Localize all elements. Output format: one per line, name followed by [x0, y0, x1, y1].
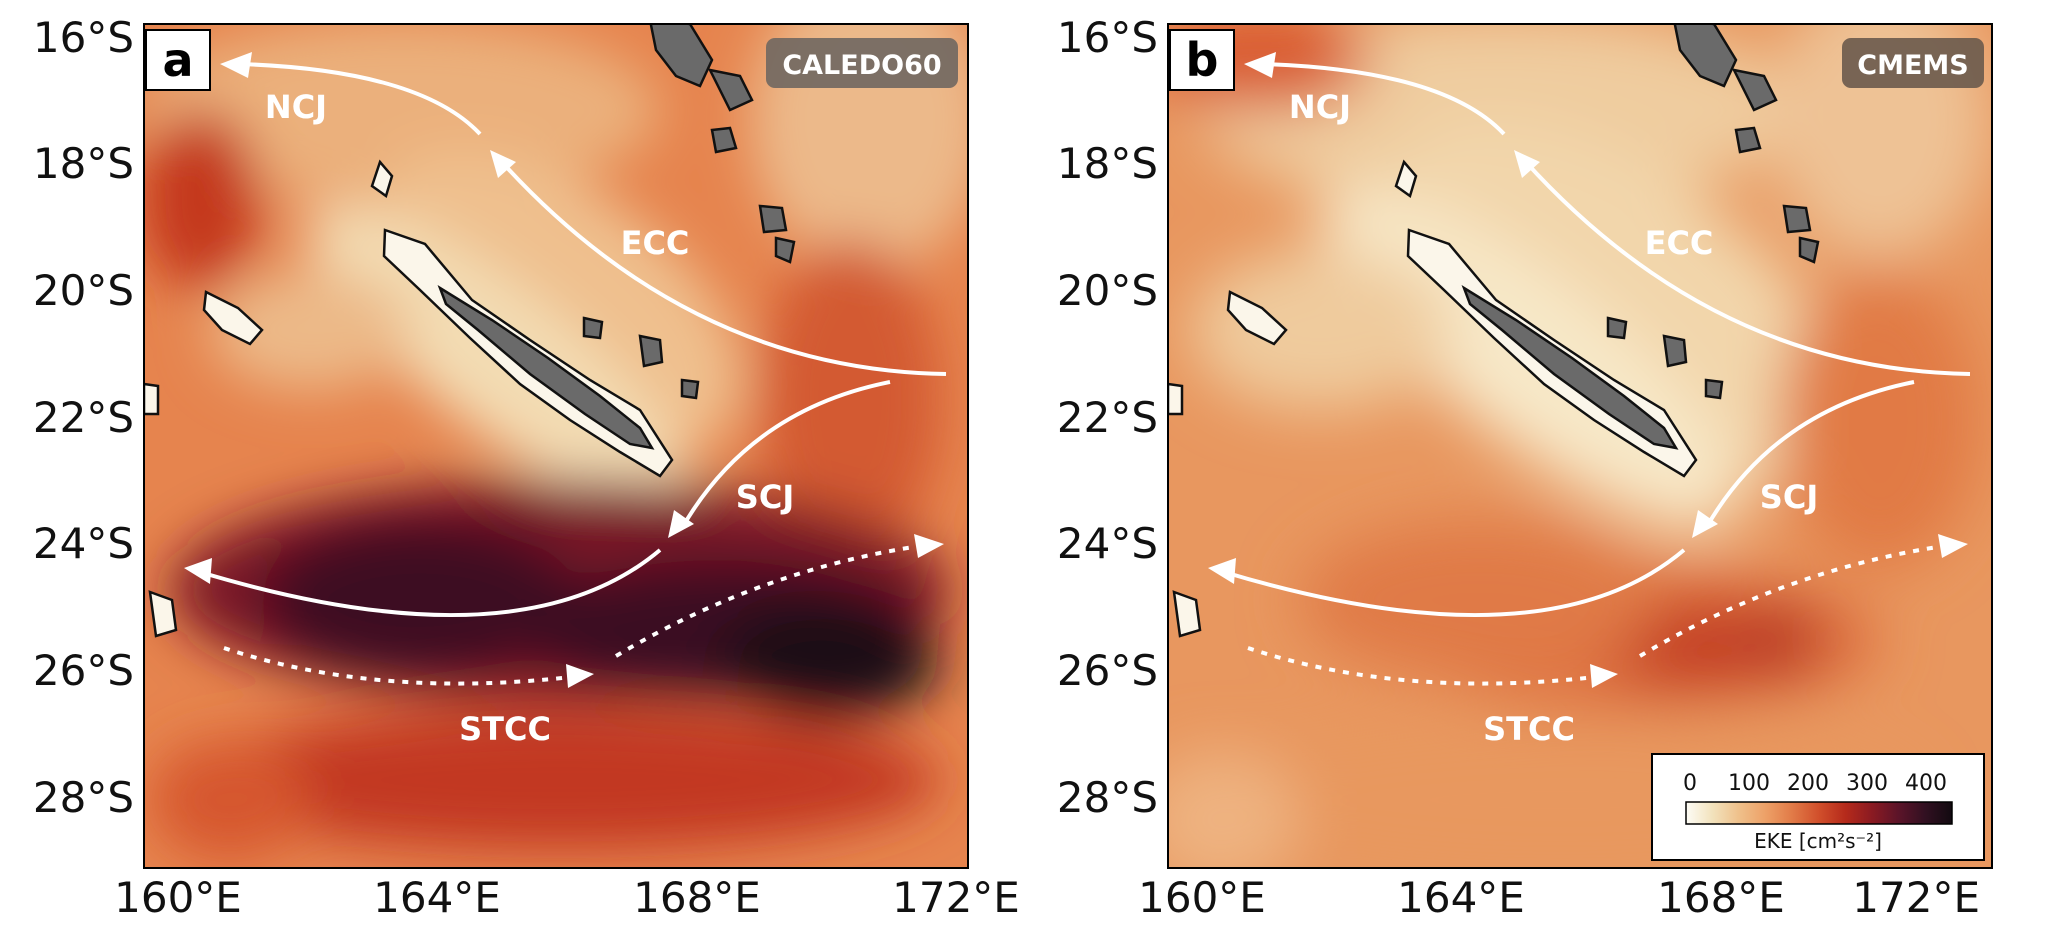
- x-tick-label: 172°E: [1852, 873, 1980, 922]
- colorbar-tick-400: 400: [1905, 771, 1947, 796]
- arrow-stcc-return-b: [1223, 548, 1686, 618]
- arrowheads-b: [1208, 52, 1968, 688]
- x-tick-label: 168°E: [1657, 873, 1785, 922]
- y-axis-b: 16°S 18°S 20°S 22°S 24°S 26°S 28°S: [1057, 13, 1158, 822]
- arrow-scj-b: [1704, 380, 1915, 529]
- arrow-stcc-east-a: [614, 544, 921, 658]
- arrow-scj-a: [680, 380, 891, 529]
- y-tick-label: 26°S: [1057, 646, 1158, 695]
- x-axis-a: 160°E 164°E 168°E 172°E: [114, 873, 1020, 922]
- y-tick-label: 20°S: [33, 266, 134, 315]
- arrow-stcc-return-a: [199, 548, 662, 618]
- panel-a: NCJ ECC SCJ STCC a CALEDO60: [143, 23, 969, 869]
- frame-a: [143, 23, 969, 869]
- y-tick-label: 28°S: [33, 773, 134, 822]
- y-tick-label: 18°S: [33, 139, 134, 188]
- arrow-stcc-west-a: [223, 646, 581, 686]
- frame-b: [1167, 23, 1993, 869]
- y-tick-label: 24°S: [33, 519, 134, 568]
- colorbar-tick-300: 300: [1846, 771, 1888, 796]
- source-label-b: CMEMS: [1857, 50, 1968, 81]
- y-tick-label: 16°S: [1057, 13, 1158, 62]
- label-ecc-b: ECC: [1645, 224, 1714, 262]
- current-arrows-b: [1223, 62, 1971, 686]
- y-tick-label: 18°S: [1057, 139, 1158, 188]
- label-scj-a: SCJ: [736, 478, 794, 516]
- colorbar: 0 100 200 300 400 EKE [cm²s⁻²]: [1651, 753, 1985, 861]
- y-tick-label: 16°S: [33, 13, 134, 62]
- panel-b: NCJ ECC SCJ STCC 0 100 200 300 400 EKE […: [1167, 23, 1993, 869]
- arrow-stcc-west-b: [1247, 646, 1605, 686]
- x-axis-b: 160°E 164°E 168°E 172°E: [1138, 873, 1980, 922]
- y-tick-label: 24°S: [1057, 519, 1158, 568]
- source-badge-a: [766, 38, 958, 88]
- colorbar-tick-0: 0: [1683, 771, 1697, 796]
- arrow-ncj-a: [239, 62, 482, 136]
- panel-letter-b: b: [1186, 33, 1219, 87]
- y-tick-label: 26°S: [33, 646, 134, 695]
- panel-letter-box-b: [1169, 29, 1235, 91]
- y-tick-label: 22°S: [33, 393, 134, 442]
- arrow-ecc-a: [498, 158, 947, 376]
- x-tick-label: 168°E: [633, 873, 761, 922]
- x-tick-label: 160°E: [1138, 873, 1266, 922]
- y-tick-label: 20°S: [1057, 266, 1158, 315]
- label-ncj-b: NCJ: [1289, 88, 1351, 126]
- colorbar-label: EKE [cm²s⁻²]: [1754, 829, 1882, 853]
- x-tick-label: 164°E: [1397, 873, 1525, 922]
- panel-letter-box-a: [145, 29, 211, 91]
- arrowheads-a: [184, 52, 944, 688]
- label-ncj-a: NCJ: [265, 88, 327, 126]
- colorbar-tick-200: 200: [1787, 771, 1829, 796]
- x-tick-label: 172°E: [892, 873, 1020, 922]
- land-a: [144, 24, 796, 638]
- label-stcc-b: STCC: [1483, 710, 1575, 748]
- arrow-ncj-b: [1263, 62, 1506, 136]
- y-tick-label: 22°S: [1057, 393, 1158, 442]
- panel-letter-a: a: [162, 33, 193, 87]
- colorbar-tick-100: 100: [1728, 771, 1770, 796]
- x-tick-label: 160°E: [114, 873, 242, 922]
- label-ecc-a: ECC: [621, 224, 690, 262]
- source-badge-b: [1842, 38, 1984, 88]
- label-stcc-a: STCC: [459, 710, 551, 748]
- current-arrows-a: [199, 62, 947, 686]
- label-scj-b: SCJ: [1760, 478, 1818, 516]
- land-b: [1168, 24, 1820, 638]
- y-tick-label: 28°S: [1057, 773, 1158, 822]
- source-label-a: CALEDO60: [782, 50, 941, 81]
- y-axis-a: 16°S 18°S 20°S 22°S 24°S 26°S 28°S: [33, 13, 134, 822]
- arrow-ecc-b: [1522, 158, 1971, 376]
- arrow-stcc-east-b: [1638, 544, 1945, 658]
- x-tick-label: 164°E: [373, 873, 501, 922]
- colorbar-gradient: [1685, 801, 1953, 825]
